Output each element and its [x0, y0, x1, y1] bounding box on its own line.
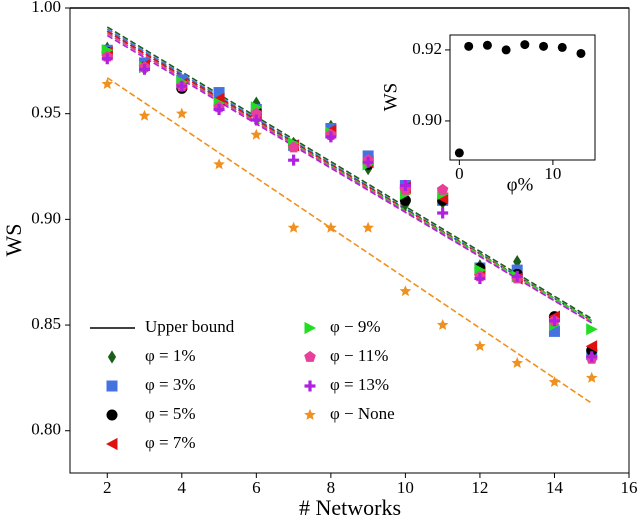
legend-label: φ − 9%	[330, 317, 381, 336]
y-tick-label: 0.90	[31, 208, 61, 227]
marker	[474, 273, 486, 285]
legend-label: φ − None	[330, 404, 395, 423]
marker	[586, 323, 598, 336]
inset-point	[539, 41, 549, 51]
legend-label: φ = 1%	[145, 346, 196, 365]
marker	[176, 107, 188, 119]
marker	[399, 285, 412, 297]
y-tick-label: 0.80	[31, 420, 61, 439]
marker	[139, 63, 151, 75]
marker	[213, 103, 225, 115]
marker	[101, 53, 113, 65]
legend-label: Upper bound	[145, 317, 235, 336]
marker	[250, 128, 263, 140]
y-tick-label: 0.85	[31, 314, 61, 333]
marker	[101, 78, 113, 89]
inset-point	[501, 45, 511, 55]
x-tick-label: 14	[546, 478, 564, 497]
marker	[585, 340, 598, 353]
legend-marker	[304, 380, 316, 392]
marker	[362, 156, 374, 168]
inset-point	[464, 41, 474, 51]
marker	[138, 109, 151, 121]
marker	[436, 319, 449, 330]
legend-marker	[304, 350, 316, 362]
marker	[213, 158, 225, 170]
x-tick-label: 10	[397, 478, 414, 497]
marker	[325, 221, 337, 233]
y-tick-label: 1.00	[31, 0, 61, 16]
inset-frame	[449, 34, 596, 161]
marker	[586, 371, 598, 383]
legend-marker	[106, 409, 118, 421]
fit-line	[106, 34, 593, 324]
y-axis-label: WS	[1, 224, 26, 257]
marker	[287, 141, 300, 153]
inset-y-tick-label: 0.92	[412, 39, 442, 58]
inset-point	[454, 148, 464, 158]
marker	[250, 107, 263, 119]
legend-label: φ = 13%	[330, 375, 389, 394]
marker	[436, 183, 449, 195]
fit-line	[106, 77, 593, 404]
x-tick-label: 4	[178, 478, 187, 497]
inset-point	[482, 40, 492, 50]
inset-y-tick-label: 0.90	[412, 110, 442, 129]
x-tick-label: 2	[103, 478, 112, 497]
x-tick-label: 6	[252, 478, 261, 497]
marker	[511, 357, 523, 368]
inset-point	[520, 40, 530, 50]
inset-point	[576, 48, 586, 58]
legend-marker	[304, 408, 316, 420]
x-tick-label: 16	[621, 478, 638, 497]
x-axis-label: # Networks	[299, 495, 401, 520]
marker	[474, 340, 486, 352]
legend-marker	[304, 321, 317, 335]
fit-line	[106, 26, 593, 320]
marker	[213, 87, 225, 99]
marker	[437, 207, 449, 219]
inset-x-tick-label: 0	[455, 164, 464, 183]
marker	[176, 80, 188, 92]
marker	[548, 325, 560, 337]
y-tick-label: 0.95	[31, 103, 61, 122]
inset-x-label: φ%	[507, 174, 534, 195]
marker	[511, 270, 523, 282]
inset-y-label: WS	[380, 83, 401, 112]
marker	[362, 221, 374, 233]
inset-x-tick-label: 10	[544, 164, 561, 183]
legend-marker	[107, 350, 117, 364]
inset-point	[557, 42, 567, 52]
marker	[325, 131, 337, 143]
legend-label: φ = 3%	[145, 375, 196, 394]
marker	[548, 376, 561, 387]
marker	[548, 315, 560, 327]
legend-marker	[106, 437, 118, 451]
legend-label: φ = 7%	[145, 433, 196, 452]
marker	[399, 180, 411, 192]
marker	[250, 114, 262, 126]
marker	[287, 221, 300, 233]
x-tick-label: 12	[471, 478, 488, 497]
marker	[513, 255, 522, 269]
legend-label: φ − 11%	[330, 346, 388, 365]
legend-marker	[106, 380, 118, 392]
x-tick-label: 8	[327, 478, 336, 497]
marker	[288, 154, 300, 166]
marker	[586, 351, 598, 363]
legend-label: φ = 5%	[145, 404, 196, 423]
